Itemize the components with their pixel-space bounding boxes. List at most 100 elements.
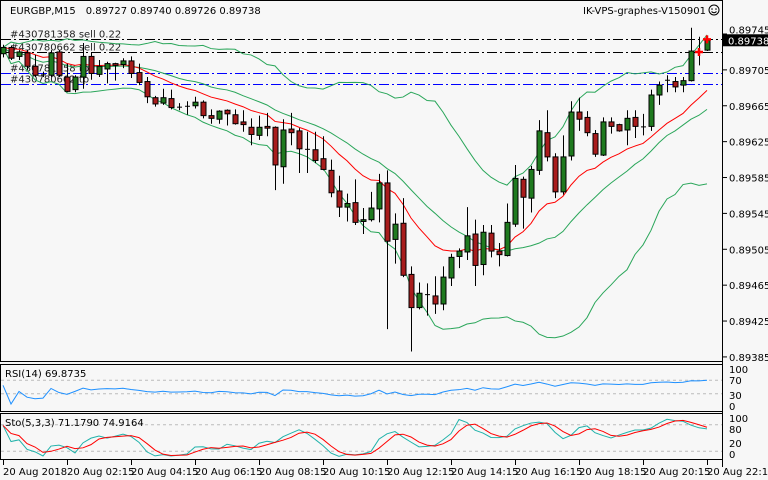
candle[interactable]	[320, 136, 327, 171]
candle[interactable]	[368, 191, 375, 222]
candle[interactable]	[8, 45, 15, 61]
candle[interactable]	[600, 117, 607, 156]
candle[interactable]	[384, 170, 391, 330]
candle[interactable]	[448, 253, 455, 287]
candle[interactable]	[528, 165, 535, 213]
candle[interactable]	[224, 109, 231, 126]
candle[interactable]	[296, 128, 303, 174]
candle[interactable]	[665, 75, 670, 93]
candle[interactable]	[0, 44, 7, 58]
candle[interactable]	[32, 54, 39, 78]
candle[interactable]	[177, 103, 182, 111]
candle[interactable]	[208, 109, 215, 124]
candle[interactable]	[136, 63, 143, 86]
candle[interactable]	[80, 42, 87, 89]
time-tick-label: 20 Aug 06:15	[195, 467, 262, 478]
candle-body-bull	[80, 55, 87, 78]
price-axis[interactable]: 0.89745 0.89705 0.89665 0.89625 0.89585 0.895…	[722, 0, 768, 467]
candle[interactable]	[608, 117, 615, 134]
candle[interactable]	[56, 50, 63, 78]
candle[interactable]	[305, 131, 310, 174]
candle[interactable]	[288, 112, 295, 146]
candle-body-bear	[24, 52, 31, 67]
candle[interactable]	[16, 50, 23, 61]
candle[interactable]	[496, 243, 503, 267]
candle[interactable]	[672, 77, 679, 93]
candle[interactable]	[144, 77, 151, 104]
candle[interactable]	[464, 207, 471, 261]
candle[interactable]	[425, 283, 430, 316]
candle[interactable]	[641, 113, 646, 136]
rsi-pane: RSI(14) 69.8735	[0, 364, 723, 412]
candle[interactable]	[280, 119, 287, 184]
candle[interactable]	[624, 110, 631, 146]
candle[interactable]	[48, 50, 55, 78]
candle[interactable]	[120, 58, 127, 69]
candle[interactable]	[408, 266, 415, 352]
candle[interactable]	[472, 219, 479, 287]
price-tick-label: 0.89465	[729, 281, 768, 292]
smiley-face-icon[interactable]	[708, 4, 720, 16]
candle[interactable]	[96, 60, 103, 78]
candle[interactable]	[480, 225, 487, 276]
candle-body-bull	[688, 50, 695, 82]
candle[interactable]	[216, 110, 223, 124]
candle[interactable]	[568, 101, 575, 161]
candle[interactable]	[440, 266, 447, 311]
candle[interactable]	[688, 27, 695, 82]
candle[interactable]	[41, 71, 46, 78]
candle-body-bear	[248, 126, 255, 135]
candle[interactable]	[456, 248, 463, 269]
candle[interactable]	[552, 153, 559, 199]
candle[interactable]	[88, 51, 95, 80]
candle[interactable]	[360, 208, 367, 235]
candle[interactable]	[24, 50, 31, 70]
candle[interactable]	[544, 110, 551, 162]
candle[interactable]	[352, 179, 359, 226]
candle[interactable]	[592, 129, 599, 157]
candle[interactable]	[344, 193, 351, 222]
candle[interactable]	[128, 56, 135, 78]
candle[interactable]	[168, 89, 175, 110]
candle[interactable]	[504, 203, 511, 257]
candle[interactable]	[520, 176, 527, 229]
candle[interactable]	[400, 198, 407, 278]
candle[interactable]	[512, 164, 519, 227]
candle[interactable]	[536, 120, 543, 175]
candle[interactable]	[616, 123, 623, 132]
candle[interactable]	[488, 225, 495, 258]
candle[interactable]	[416, 282, 423, 310]
candle[interactable]	[432, 276, 439, 314]
candle-body-bear	[64, 76, 71, 92]
candle[interactable]	[336, 175, 343, 217]
candle[interactable]	[248, 118, 255, 146]
candle[interactable]	[560, 135, 567, 195]
candle[interactable]	[160, 88, 167, 105]
candle[interactable]	[272, 126, 279, 191]
candle[interactable]	[200, 100, 207, 119]
candle[interactable]	[392, 213, 399, 264]
candle[interactable]	[152, 95, 159, 107]
candle[interactable]	[632, 110, 639, 139]
candle[interactable]	[328, 159, 335, 198]
candle[interactable]	[264, 112, 271, 137]
candle[interactable]	[72, 75, 79, 93]
candle[interactable]	[64, 63, 71, 93]
candle-body-bear	[352, 202, 359, 223]
candle[interactable]	[256, 115, 263, 140]
candle[interactable]	[376, 173, 383, 223]
candle[interactable]	[104, 61, 111, 84]
candle[interactable]	[232, 109, 239, 125]
candle[interactable]	[312, 131, 319, 164]
candle[interactable]	[656, 81, 663, 105]
candle[interactable]	[192, 96, 199, 109]
candle[interactable]	[240, 110, 247, 132]
candle[interactable]	[680, 77, 687, 93]
candle[interactable]	[576, 97, 583, 131]
candle[interactable]	[112, 62, 119, 81]
candle[interactable]	[648, 89, 655, 131]
candle[interactable]	[584, 111, 591, 137]
candle[interactable]	[185, 101, 190, 115]
